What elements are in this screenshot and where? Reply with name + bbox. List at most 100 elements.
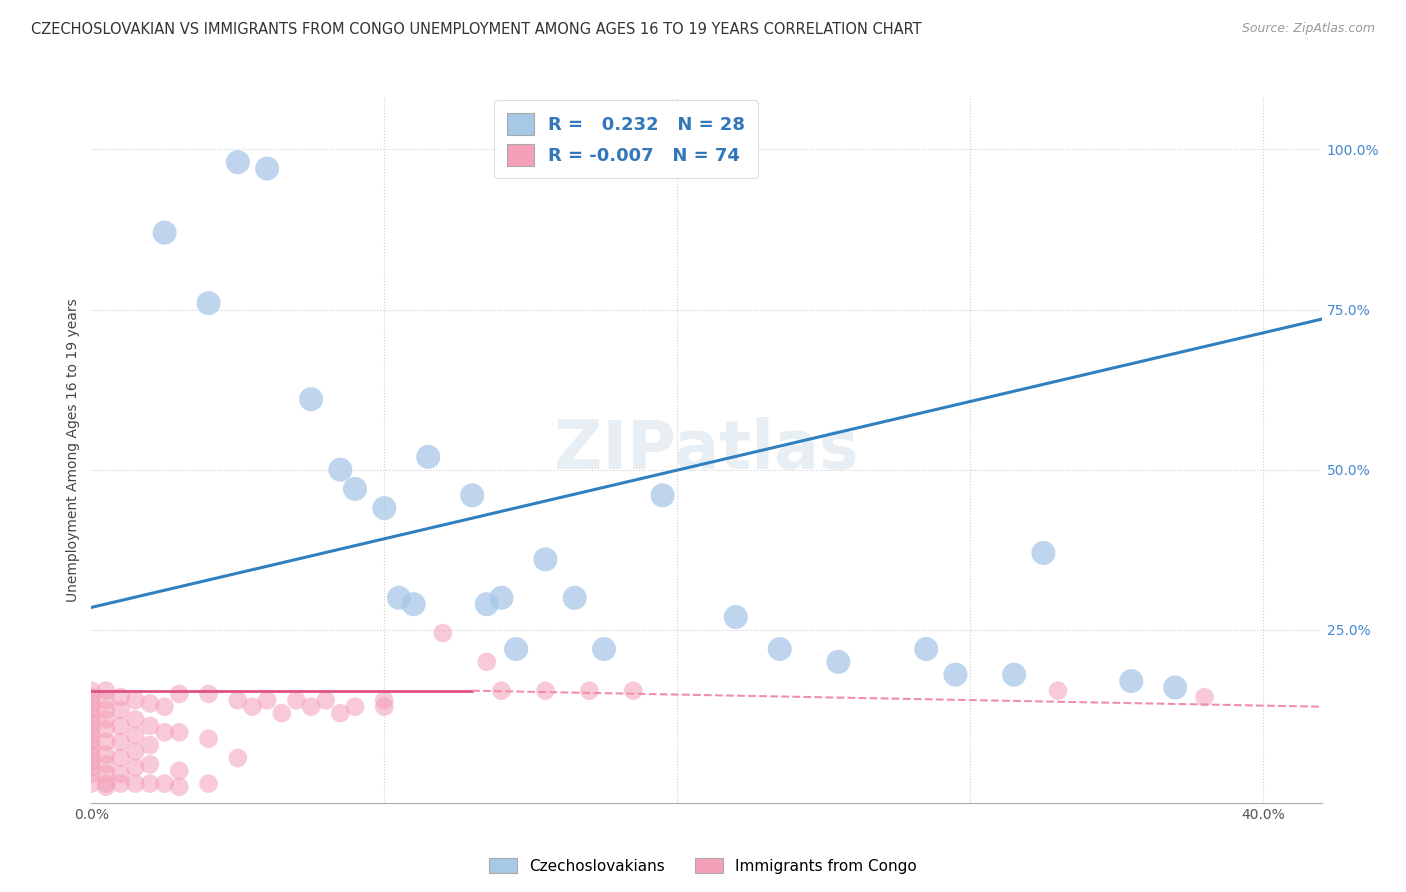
Point xyxy=(226,751,249,765)
Point xyxy=(1164,681,1187,695)
Point xyxy=(139,697,162,711)
Point xyxy=(578,683,600,698)
Point xyxy=(256,161,278,176)
Point xyxy=(94,747,117,762)
Point xyxy=(153,725,176,739)
Point xyxy=(418,450,440,464)
Point xyxy=(94,780,117,794)
Point xyxy=(80,683,103,698)
Point xyxy=(621,683,644,698)
Point xyxy=(80,760,103,774)
Point xyxy=(94,735,117,749)
Point xyxy=(124,760,146,774)
Point xyxy=(197,776,219,790)
Point xyxy=(285,693,308,707)
Legend: R =   0.232   N = 28, R = -0.007   N = 74: R = 0.232 N = 28, R = -0.007 N = 74 xyxy=(494,100,758,178)
Point xyxy=(94,703,117,717)
Point xyxy=(110,776,132,790)
Y-axis label: Unemployment Among Ages 16 to 19 years: Unemployment Among Ages 16 to 19 years xyxy=(66,299,80,602)
Point xyxy=(110,703,132,717)
Point xyxy=(197,296,219,310)
Point xyxy=(343,699,366,714)
Point xyxy=(197,731,219,746)
Point xyxy=(402,597,425,611)
Point xyxy=(124,713,146,727)
Point xyxy=(299,392,322,407)
Point xyxy=(1194,690,1216,705)
Point xyxy=(153,776,176,790)
Point xyxy=(94,776,117,790)
Point xyxy=(94,767,117,781)
Point xyxy=(110,751,132,765)
Point xyxy=(242,699,264,714)
Point xyxy=(505,642,527,657)
Point xyxy=(491,591,513,605)
Point xyxy=(329,463,352,477)
Point xyxy=(124,745,146,759)
Point xyxy=(80,735,103,749)
Point xyxy=(534,552,557,566)
Point xyxy=(80,709,103,723)
Point xyxy=(299,699,322,714)
Point xyxy=(373,693,395,707)
Point xyxy=(80,715,103,730)
Point xyxy=(491,683,513,698)
Point xyxy=(1121,674,1143,689)
Point xyxy=(94,693,117,707)
Point xyxy=(769,642,792,657)
Point xyxy=(94,683,117,698)
Point xyxy=(110,735,132,749)
Point xyxy=(593,642,616,657)
Point xyxy=(226,155,249,169)
Point xyxy=(461,488,484,502)
Point xyxy=(80,703,103,717)
Text: CZECHOSLOVAKIAN VS IMMIGRANTS FROM CONGO UNEMPLOYMENT AMONG AGES 16 TO 19 YEARS : CZECHOSLOVAKIAN VS IMMIGRANTS FROM CONGO… xyxy=(31,22,921,37)
Point xyxy=(1032,546,1054,560)
Point xyxy=(139,776,162,790)
Point xyxy=(475,597,498,611)
Point xyxy=(197,687,219,701)
Point xyxy=(226,693,249,707)
Point xyxy=(475,655,498,669)
Point xyxy=(373,699,395,714)
Point xyxy=(139,719,162,733)
Point xyxy=(169,764,191,778)
Point xyxy=(80,747,103,762)
Point xyxy=(110,767,132,781)
Point xyxy=(169,725,191,739)
Point xyxy=(80,776,103,790)
Point xyxy=(169,780,191,794)
Point xyxy=(564,591,586,605)
Point xyxy=(1046,683,1069,698)
Point xyxy=(80,767,103,781)
Point xyxy=(270,706,292,720)
Text: ZIPatlas: ZIPatlas xyxy=(554,417,859,483)
Point xyxy=(80,754,103,768)
Point xyxy=(915,642,938,657)
Point xyxy=(94,722,117,736)
Point xyxy=(80,741,103,756)
Point xyxy=(139,738,162,752)
Point xyxy=(124,729,146,743)
Point xyxy=(94,757,117,772)
Point xyxy=(343,482,366,496)
Point xyxy=(945,667,967,681)
Point xyxy=(315,693,337,707)
Point xyxy=(724,610,747,624)
Point xyxy=(373,501,395,516)
Point xyxy=(80,697,103,711)
Point xyxy=(94,713,117,727)
Point xyxy=(256,693,278,707)
Point xyxy=(80,729,103,743)
Point xyxy=(153,699,176,714)
Point xyxy=(329,706,352,720)
Point xyxy=(110,690,132,705)
Point xyxy=(124,776,146,790)
Text: Source: ZipAtlas.com: Source: ZipAtlas.com xyxy=(1241,22,1375,36)
Point xyxy=(827,655,849,669)
Point xyxy=(139,757,162,772)
Point xyxy=(110,719,132,733)
Point xyxy=(80,722,103,736)
Legend: Czechoslovakians, Immigrants from Congo: Czechoslovakians, Immigrants from Congo xyxy=(484,852,922,880)
Point xyxy=(388,591,411,605)
